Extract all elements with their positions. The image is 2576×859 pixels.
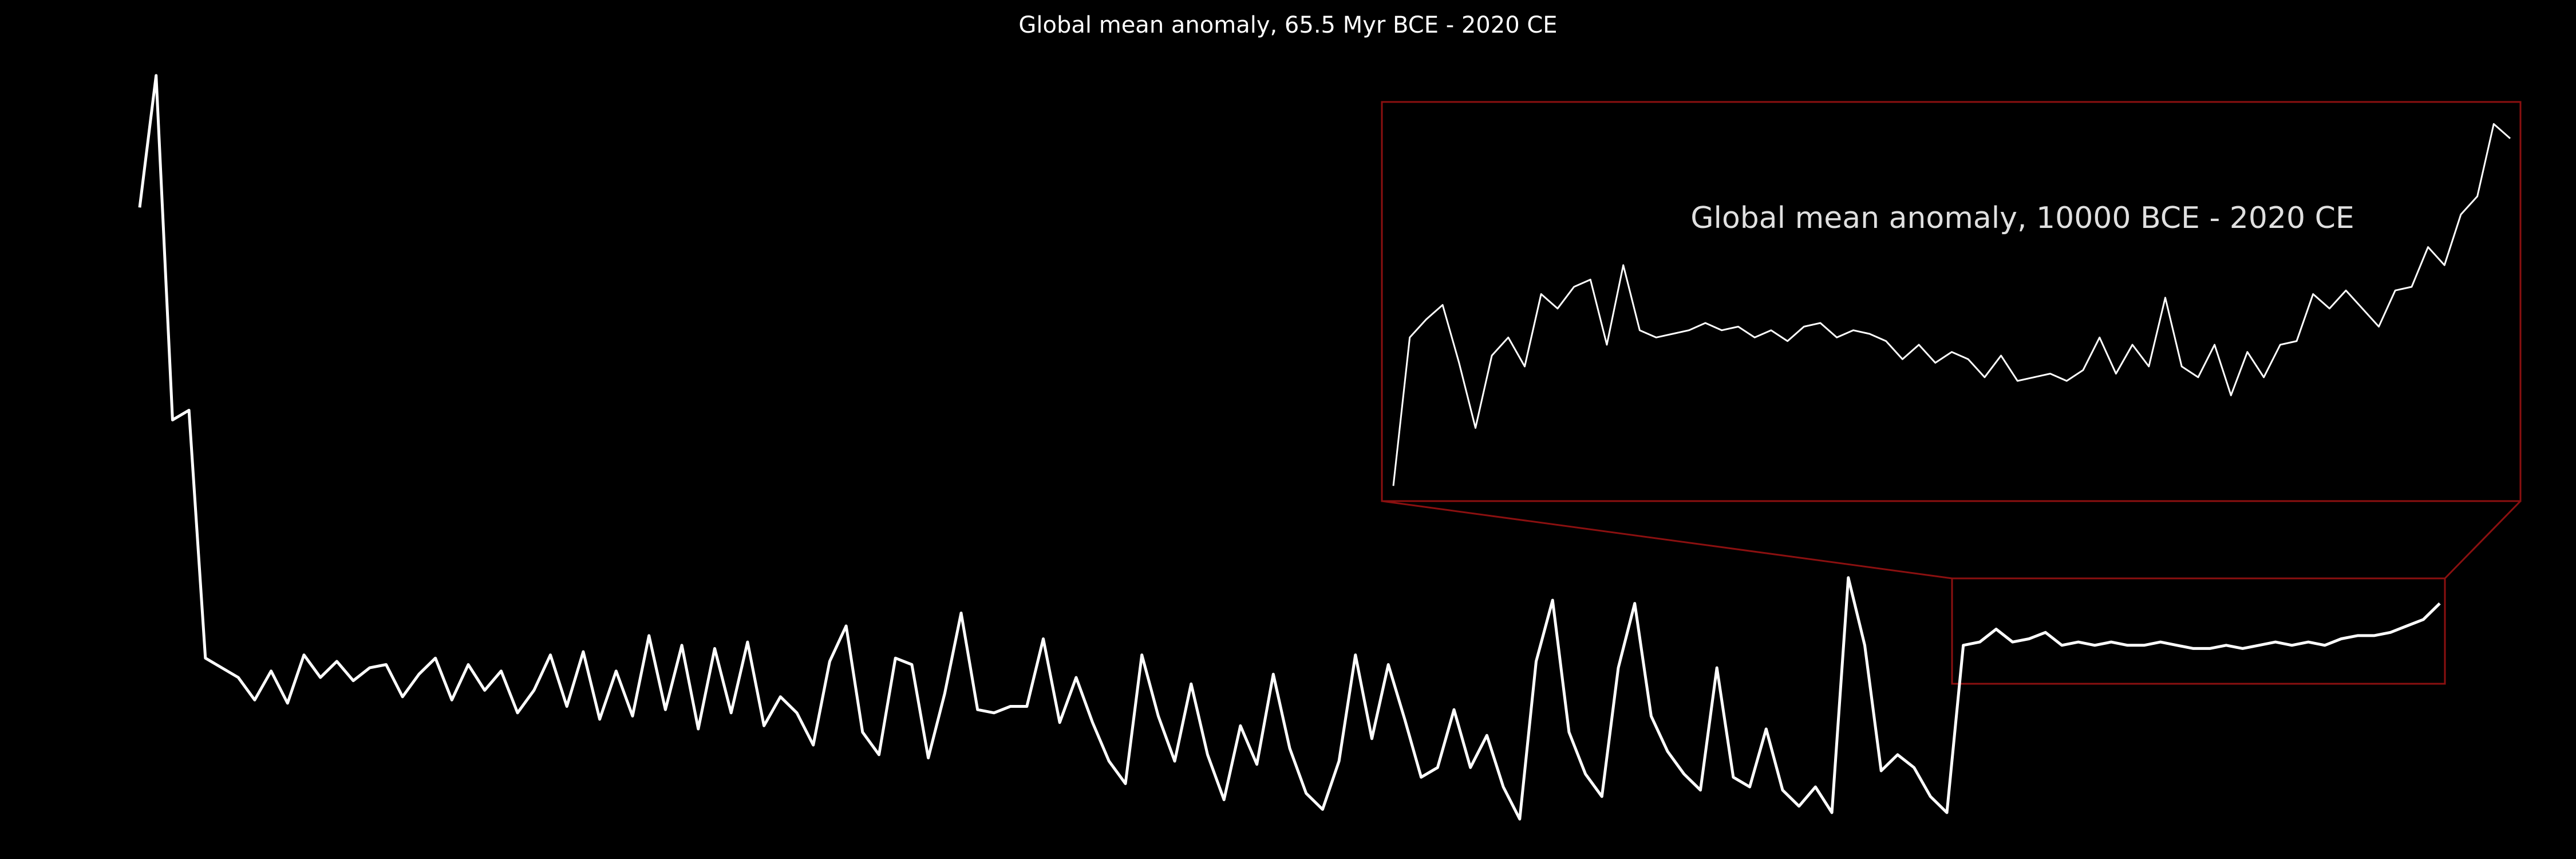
inset-frame [1381,101,2522,502]
chart-title: Global mean anomaly, 65.5 Myr BCE - 2020… [1018,12,1557,38]
data-line [138,74,2441,821]
connector-line [2444,500,2522,580]
connector-line [1381,500,1953,580]
inset-title: Global mean anomaly, 10000 BCE - 2020 CE [1690,201,2354,235]
data-line [1392,123,2511,486]
zoom-region [1951,577,2446,685]
